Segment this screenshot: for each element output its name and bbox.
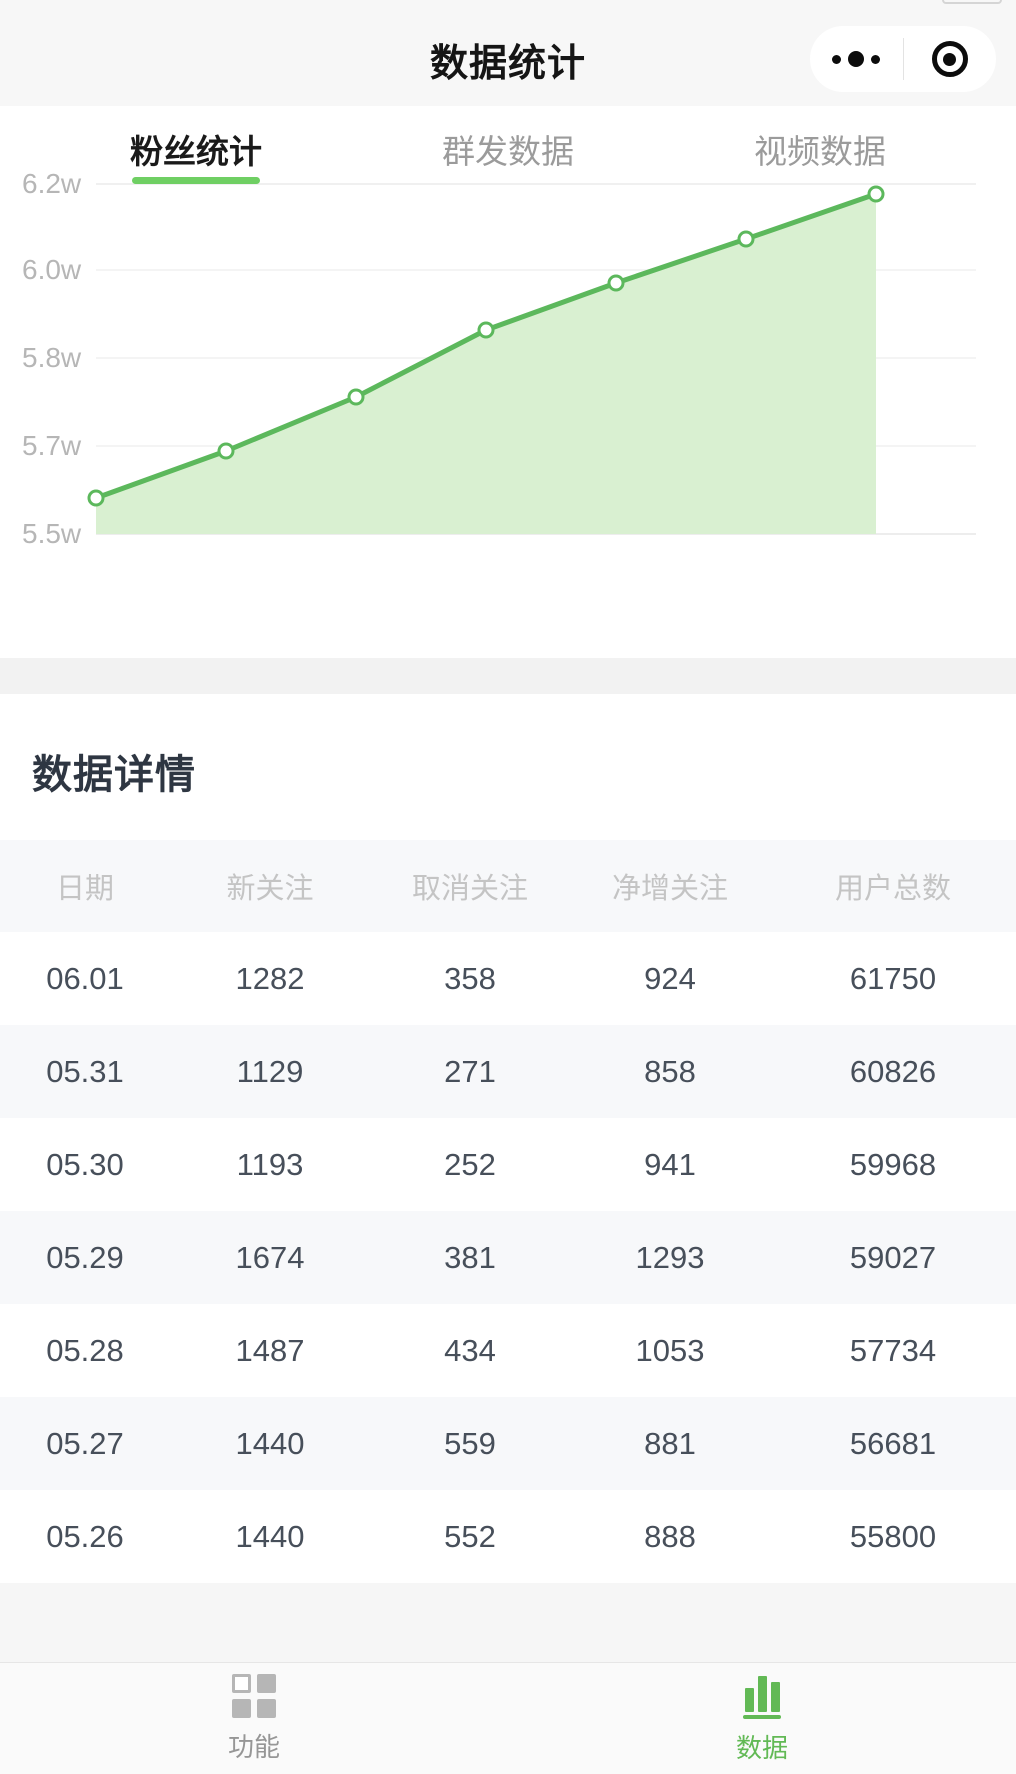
column-header-unfollow: 取消关注 (370, 840, 570, 932)
column-header-total-users: 用户总数 (770, 840, 1016, 932)
chart-card: 6.2w 6.0w 5.8w 5.7w 5.5w 05.26 05.27 05.… (0, 106, 1016, 699)
cell-unfollow: 559 (370, 1397, 570, 1490)
cell-new-follow: 1440 (170, 1397, 370, 1490)
cell-new-follow: 1487 (170, 1304, 370, 1397)
table-row: 05.27 1440 559 881 56681 (0, 1397, 1016, 1490)
y-axis-tick-2: 5.8w (22, 342, 82, 373)
tab-video-data-label: 视频数据 (754, 133, 886, 170)
table-row: 05.28 1487 434 1053 57734 (0, 1304, 1016, 1397)
cell-date: 05.26 (0, 1490, 170, 1583)
cell-new-follow: 1193 (170, 1118, 370, 1211)
cell-total-users: 59027 (770, 1211, 1016, 1304)
bottom-tab-bar: 功能 数据 (0, 1662, 1016, 1774)
y-axis-tick-4: 5.5w (22, 518, 82, 549)
cell-net-follow: 1053 (570, 1304, 770, 1397)
column-header-net-follow: 净增关注 (570, 840, 770, 932)
cell-net-follow: 881 (570, 1397, 770, 1490)
table-row: 05.31 1129 271 858 60826 (0, 1025, 1016, 1118)
cell-total-users: 60826 (770, 1025, 1016, 1118)
cell-unfollow: 434 (370, 1304, 570, 1397)
y-axis-tick-3: 5.7w (22, 430, 82, 461)
cell-total-users: 61750 (770, 932, 1016, 1025)
cell-unfollow: 552 (370, 1490, 570, 1583)
cell-net-follow: 941 (570, 1118, 770, 1211)
data-details-section: 数据详情 日期 新关注 取消关注 净增关注 用户总数 06.01 1282 35… (0, 694, 1016, 1583)
tab-mass-message-data-label: 群发数据 (442, 133, 574, 170)
cell-date: 05.27 (0, 1397, 170, 1490)
tab-fans-stats[interactable]: 粉丝统计 (40, 106, 352, 192)
more-dots-icon (832, 51, 881, 67)
tab-video-data[interactable]: 视频数据 (664, 106, 976, 192)
capsule-divider (902, 38, 904, 80)
chart-tab-bar: 粉丝统计 群发数据 视频数据 (0, 106, 1016, 192)
page-title: 数据统计 (429, 42, 586, 85)
y-axis-tick-1: 6.0w (22, 254, 82, 285)
tabbar-item-features[interactable]: 功能 (0, 1663, 508, 1774)
chart-area-fill (96, 194, 876, 534)
column-header-date: 日期 (0, 840, 170, 932)
tab-fans-stats-label: 粉丝统计 (130, 133, 262, 170)
cell-unfollow: 271 (370, 1025, 570, 1118)
cell-net-follow: 924 (570, 932, 770, 1025)
table-row: 05.26 1440 552 888 55800 (0, 1490, 1016, 1583)
data-table: 日期 新关注 取消关注 净增关注 用户总数 06.01 1282 358 924… (0, 840, 1016, 1583)
tabbar-item-features-label: 功能 (227, 1731, 280, 1762)
bar-chart-icon (739, 1673, 785, 1719)
table-header-row: 日期 新关注 取消关注 净增关注 用户总数 (0, 840, 1016, 932)
table-row: 06.01 1282 358 924 61750 (0, 932, 1016, 1025)
navigation-bar: 数据统计 (0, 12, 1016, 106)
chart-data-points (87, 185, 885, 507)
table-row: 05.30 1193 252 941 59968 (0, 1118, 1016, 1211)
section-divider (0, 658, 1016, 694)
details-title: 数据详情 (32, 753, 196, 797)
cell-total-users: 55800 (770, 1490, 1016, 1583)
column-header-new-follow: 新关注 (170, 840, 370, 932)
battery-icon (942, 0, 1002, 4)
cell-date: 05.31 (0, 1025, 170, 1118)
wechat-capsule (810, 26, 996, 92)
close-button[interactable] (904, 26, 997, 92)
cell-new-follow: 1282 (170, 932, 370, 1025)
cell-new-follow: 1129 (170, 1025, 370, 1118)
cell-new-follow: 1674 (170, 1211, 370, 1304)
cell-unfollow: 381 (370, 1211, 570, 1304)
grid-icon (232, 1673, 276, 1718)
cell-unfollow: 358 (370, 932, 570, 1025)
cell-date: 06.01 (0, 932, 170, 1025)
status-bar (0, 0, 1016, 12)
more-menu-button[interactable] (810, 26, 903, 92)
cell-date: 05.28 (0, 1304, 170, 1397)
table-row: 05.29 1674 381 1293 59027 (0, 1211, 1016, 1304)
tab-mass-message-data[interactable]: 群发数据 (352, 106, 664, 192)
cell-total-users: 57734 (770, 1304, 1016, 1397)
cell-date: 05.30 (0, 1118, 170, 1211)
fans-area-chart (87, 183, 976, 535)
cell-date: 05.29 (0, 1211, 170, 1304)
cell-new-follow: 1440 (170, 1490, 370, 1583)
tabbar-item-data-label: 数据 (735, 1732, 788, 1763)
target-circle-icon (931, 41, 968, 77)
cell-total-users: 56681 (770, 1397, 1016, 1490)
cell-total-users: 59968 (770, 1118, 1016, 1211)
tabbar-item-data[interactable]: 数据 (508, 1663, 1016, 1774)
cell-net-follow: 888 (570, 1490, 770, 1583)
cell-net-follow: 858 (570, 1025, 770, 1118)
cell-net-follow: 1293 (570, 1211, 770, 1304)
cell-unfollow: 252 (370, 1118, 570, 1211)
